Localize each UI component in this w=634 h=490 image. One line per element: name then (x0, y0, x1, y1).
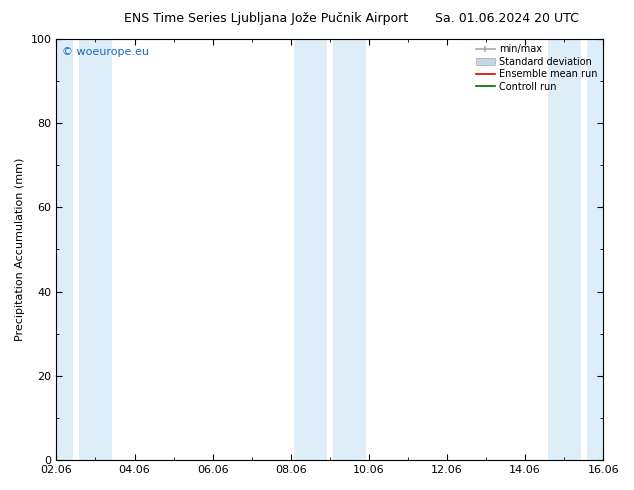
Bar (548, 39, 581, 460)
Text: © woeurope.eu: © woeurope.eu (62, 47, 149, 57)
Bar (333, 39, 366, 460)
Text: Sa. 01.06.2024 20 UTC: Sa. 01.06.2024 20 UTC (436, 12, 579, 25)
Legend: min/max, Standard deviation, Ensemble mean run, Controll run: min/max, Standard deviation, Ensemble me… (472, 42, 600, 95)
Bar (294, 39, 327, 460)
Bar (79, 39, 112, 460)
Bar (56, 39, 73, 460)
Y-axis label: Precipitation Accumulation (mm): Precipitation Accumulation (mm) (15, 158, 25, 341)
Bar (587, 39, 603, 460)
Text: ENS Time Series Ljubljana Jože Pučnik Airport: ENS Time Series Ljubljana Jože Pučnik Ai… (124, 12, 408, 25)
